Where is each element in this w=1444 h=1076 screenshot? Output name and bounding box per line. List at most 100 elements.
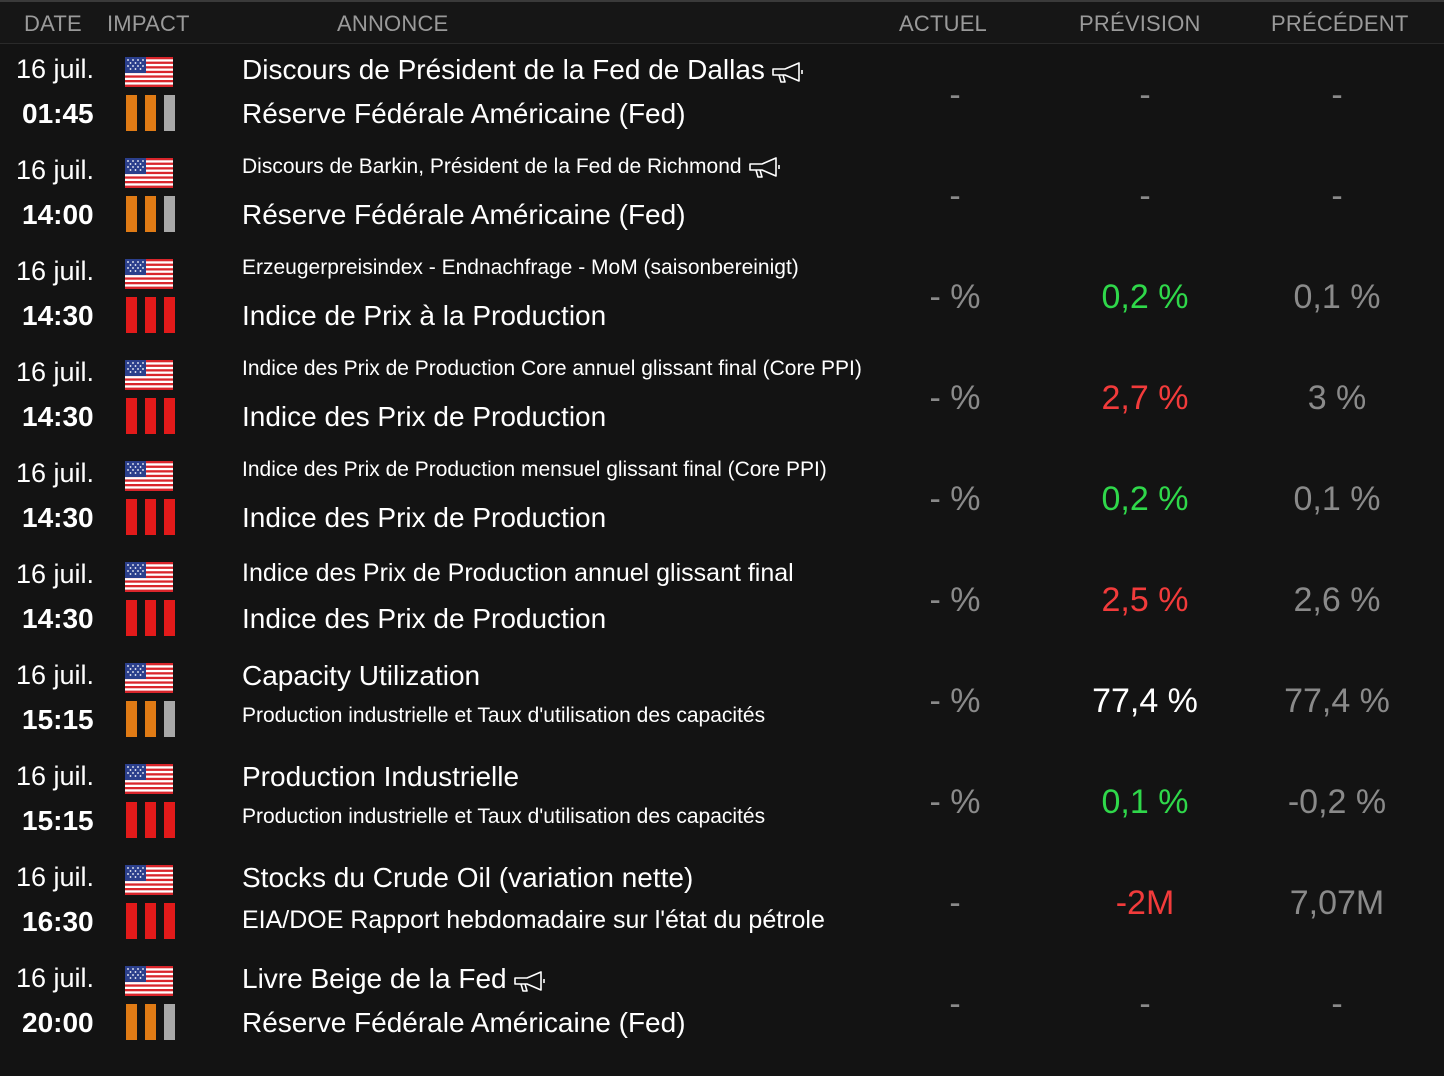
impact-bar [145, 903, 156, 939]
actual-value: - % [929, 783, 981, 821]
event-row[interactable]: 16 juil. 01:45 Discours de Président d [0, 46, 1444, 147]
actual-value: - [949, 177, 961, 215]
impact-bar [145, 499, 156, 535]
forecast-value: - [1139, 985, 1151, 1023]
header-impact[interactable]: IMPACT [107, 11, 190, 36]
event-title[interactable]: Capacity Utilization [242, 660, 480, 692]
us-flag-icon [125, 461, 173, 491]
actual-value: - % [929, 480, 981, 518]
event-date: 16 juil. [16, 458, 95, 488]
event-title[interactable]: Indice des Prix de Production mensuel gl… [242, 458, 827, 482]
event-row[interactable]: 16 juil. 15:15 Production Industrielle [0, 753, 1444, 854]
event-row[interactable]: 16 juil. 14:30 Erzeugerpreisindex - En [0, 248, 1444, 349]
event-title[interactable]: Discours de Barkin, Président de la Fed … [242, 155, 782, 179]
event-date: 16 juil. [16, 256, 95, 286]
header-actuel[interactable]: ACTUEL [899, 11, 987, 36]
event-row[interactable]: 16 juil. 16:30 Stocks du Crude Oil (va [0, 854, 1444, 955]
previous-value: 77,4 % [1284, 682, 1390, 720]
impact-indicator [126, 297, 176, 333]
actual-value: - % [929, 682, 981, 720]
event-title-text: Discours de Barkin, Président de la Fed … [242, 155, 742, 178]
forecast-value: 0,1 % [1101, 783, 1189, 821]
impact-indicator [126, 1004, 176, 1040]
impact-bar [126, 701, 137, 737]
event-date: 16 juil. [16, 761, 95, 791]
event-title-text: Discours de Président de la Fed de Dalla… [242, 54, 765, 85]
header-date[interactable]: DATE [24, 11, 82, 36]
header-prevision[interactable]: PRÉVISION [1079, 11, 1201, 36]
us-flag-icon [125, 865, 173, 895]
event-title[interactable]: Stocks du Crude Oil (variation nette) [242, 862, 693, 894]
event-title[interactable]: Indice des Prix de Production Core annue… [242, 357, 862, 381]
impact-indicator [126, 600, 176, 636]
event-row[interactable]: 16 juil. 14:30 Indice des Prix de Prod [0, 349, 1444, 450]
impact-bar [126, 600, 137, 636]
impact-indicator [126, 196, 176, 232]
speech-megaphone-icon [772, 61, 803, 83]
previous-value: -0,2 % [1287, 783, 1387, 821]
event-row[interactable]: 16 juil. 20:00 Livre Beige de la Fed [0, 955, 1444, 1056]
actual-value: - % [929, 581, 981, 619]
event-row[interactable]: 16 juil. 14:00 Discours de Barkin, Pré [0, 147, 1444, 248]
event-time: 14:30 [22, 603, 94, 634]
forecast-value: - [1139, 177, 1151, 215]
forecast-value: 0,2 % [1101, 278, 1189, 316]
actual-value: - [949, 76, 961, 114]
impact-bar [145, 196, 156, 232]
forecast-value: -2M [1115, 884, 1175, 922]
previous-value: 2,6 % [1293, 581, 1381, 619]
impact-indicator [126, 701, 176, 737]
event-title[interactable]: Discours de Président de la Fed de Dalla… [242, 54, 805, 86]
impact-bar [164, 903, 175, 939]
impact-bar [164, 95, 175, 131]
actual-value: - [949, 884, 961, 922]
impact-bar [164, 398, 175, 434]
impact-bar [145, 600, 156, 636]
event-time: 14:00 [22, 199, 94, 230]
event-title[interactable]: Erzeugerpreisindex - Endnachfrage - MoM … [242, 256, 799, 280]
event-row[interactable]: 16 juil. 14:30 Indice des Prix de Prod [0, 450, 1444, 551]
event-subtitle: Indice des Prix de Production [242, 401, 607, 432]
impact-indicator [126, 903, 176, 939]
impact-bar [126, 95, 137, 131]
impact-bar [126, 398, 137, 434]
event-date: 16 juil. [16, 357, 95, 387]
previous-value: 0,1 % [1293, 278, 1381, 316]
header-annonce[interactable]: ANNONCE [337, 11, 449, 36]
forecast-value: 2,7 % [1101, 379, 1189, 417]
event-time: 14:30 [22, 300, 94, 331]
event-subtitle: Réserve Fédérale Américaine (Fed) [242, 98, 686, 129]
us-flag-icon [125, 360, 173, 390]
impact-bar [164, 297, 175, 333]
impact-bar [126, 802, 137, 838]
impact-bar [145, 297, 156, 333]
event-title[interactable]: Indice des Prix de Production annuel gli… [242, 559, 794, 588]
event-title[interactable]: Production Industrielle [242, 761, 519, 793]
header-precedent[interactable]: PRÉCÉDENT [1271, 11, 1409, 36]
event-title-text: Indice des Prix de Production mensuel gl… [242, 458, 827, 481]
event-title-text: Indice des Prix de Production Core annue… [242, 357, 862, 380]
impact-indicator [126, 802, 176, 838]
actual-value: - [949, 985, 961, 1023]
forecast-value: 0,2 % [1101, 480, 1189, 518]
event-row[interactable]: 16 juil. 14:30 Indice des Prix de Pro [0, 551, 1444, 652]
event-row[interactable]: 16 juil. 15:15 Capacity Utilization [0, 652, 1444, 753]
event-title-text: Erzeugerpreisindex - Endnachfrage - MoM … [242, 256, 799, 279]
event-title[interactable]: Livre Beige de la Fed [242, 963, 547, 995]
event-title-text: Indice des Prix de Production annuel gli… [242, 559, 794, 587]
us-flag-icon [125, 562, 173, 592]
impact-bar [164, 196, 175, 232]
us-flag-icon [125, 663, 173, 693]
event-subtitle: Production industrielle et Taux d'utilis… [242, 704, 766, 727]
event-title-text: Production Industrielle [242, 761, 520, 792]
impact-indicator [126, 398, 176, 434]
event-subtitle: Indice des Prix de Production [242, 603, 607, 634]
table-header: DATE IMPACT ANNONCE ACTUEL PRÉVISION PRÉ… [0, 0, 1444, 44]
impact-indicator [126, 499, 176, 535]
us-flag-icon [125, 764, 173, 794]
actual-value: - % [929, 278, 981, 316]
event-date: 16 juil. [16, 862, 95, 892]
previous-value: - [1331, 985, 1343, 1023]
event-date: 16 juil. [16, 155, 95, 185]
